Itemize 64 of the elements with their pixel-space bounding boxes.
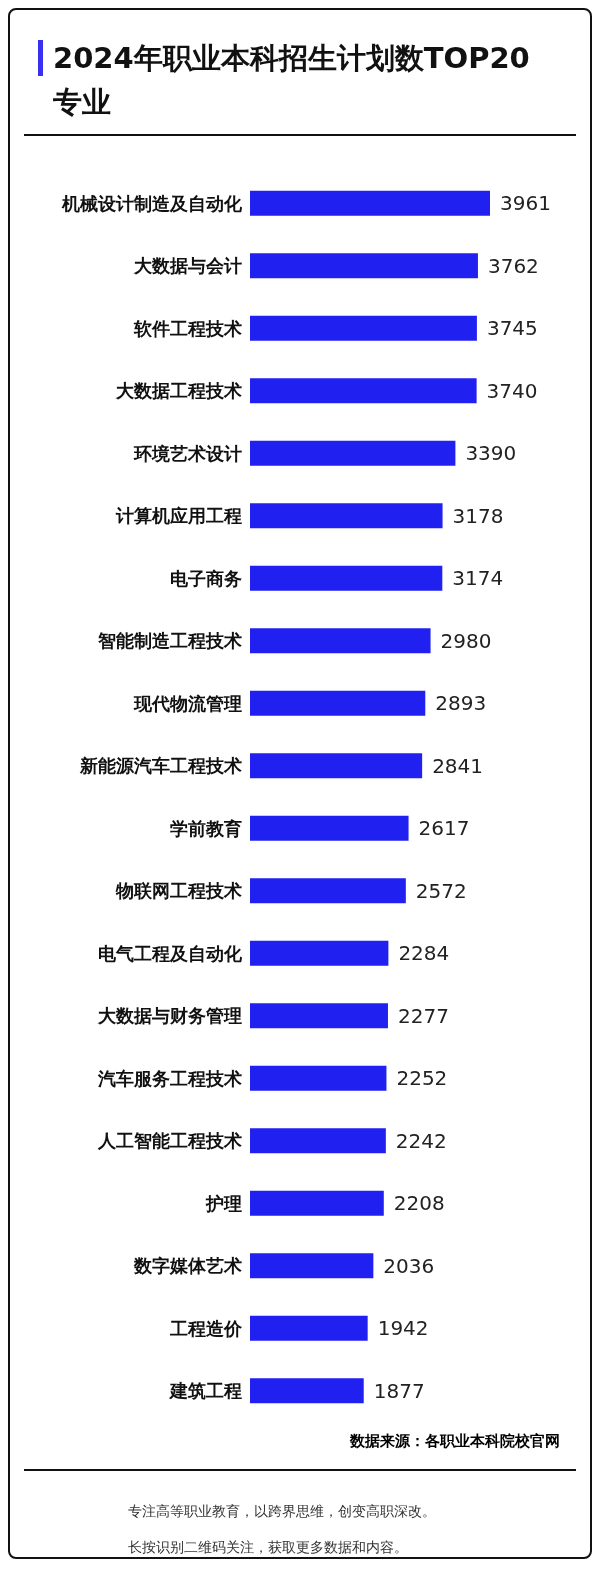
data-label: 2252 [396,1066,448,1091]
bar [250,253,478,279]
y-tick-label: 电气工程及自动化 [98,942,243,964]
bar [250,565,443,591]
data-label: 2242 [395,1128,447,1153]
data-label: 2284 [398,941,450,966]
bar [250,315,477,341]
chart-title: 2024年职业本科招生计划数TOP20专业 [53,40,531,121]
y-tick-label: 环境艺术设计 [133,442,242,464]
data-label: 3740 [486,378,538,403]
bar [250,378,477,404]
data-label: 2893 [435,691,487,716]
data-label: 2841 [432,753,484,778]
data-label: 1942 [377,1316,429,1341]
data-label: 3178 [452,503,504,528]
data-label: 2277 [397,1003,449,1028]
bar [250,1315,368,1341]
data-label: 2572 [415,878,467,903]
text: 专注高等职业教育，以跨界思维，创变高职深改。 [128,1502,437,1521]
bar [250,878,406,904]
y-tick-label: 智能制造工程技术 [97,630,242,652]
bar [250,1253,374,1279]
bar [250,940,389,966]
bar [250,1003,388,1029]
y-tick-label: 人工智能工程技术 [97,1130,242,1152]
bar [250,815,409,841]
y-tick-label: 大数据与财务管理 [97,1005,242,1027]
bar [250,1190,384,1216]
bar [250,1128,386,1154]
y-tick-label: 汽车服务工程技术 [97,1067,242,1089]
data-label: 2036 [383,1253,435,1278]
y-tick-label: 工程造价 [169,1317,243,1339]
y-tick-label: 计算机应用工程 [115,505,242,527]
bar [250,1378,364,1404]
y-tick-label: 机械设计制造及自动化 [61,192,243,214]
bar [250,690,426,716]
data-label: 3174 [452,566,504,591]
y-tick-label: 新能源汽车工程技术 [79,755,242,777]
data-label: 2208 [393,1191,445,1216]
bar [250,440,456,466]
y-tick-label: 大数据与会计 [133,255,242,277]
bar [250,190,490,216]
source-note: 数据来源：各职业本科院校官网 [349,1432,561,1451]
y-tick-label: 学前教育 [170,817,242,839]
y-tick-label: 护理 [205,1192,242,1214]
data-label: 2980 [440,628,492,653]
text: 长按识别二维码关注，获取更多数据和内容。 [128,1538,409,1557]
y-tick-label: 建筑工程 [168,1380,242,1402]
bar [250,628,431,654]
y-tick-label: 现代物流管理 [133,692,242,714]
data-label: 3745 [486,316,538,341]
data-label: 2617 [418,816,470,841]
bar [250,503,443,529]
bar [250,1065,387,1091]
bar [250,753,423,779]
data-label: 1877 [373,1378,425,1403]
y-tick-label: 大数据工程技术 [115,380,242,402]
y-tick-label: 软件工程技术 [133,317,242,339]
data-label: 3762 [487,253,539,278]
y-tick-label: 电子商务 [170,567,242,589]
data-label: 3390 [465,441,517,466]
data-label: 3961 [500,191,551,216]
y-tick-label: 物联网工程技术 [115,880,242,902]
y-tick-label: 数字媒体艺术 [133,1255,242,1277]
